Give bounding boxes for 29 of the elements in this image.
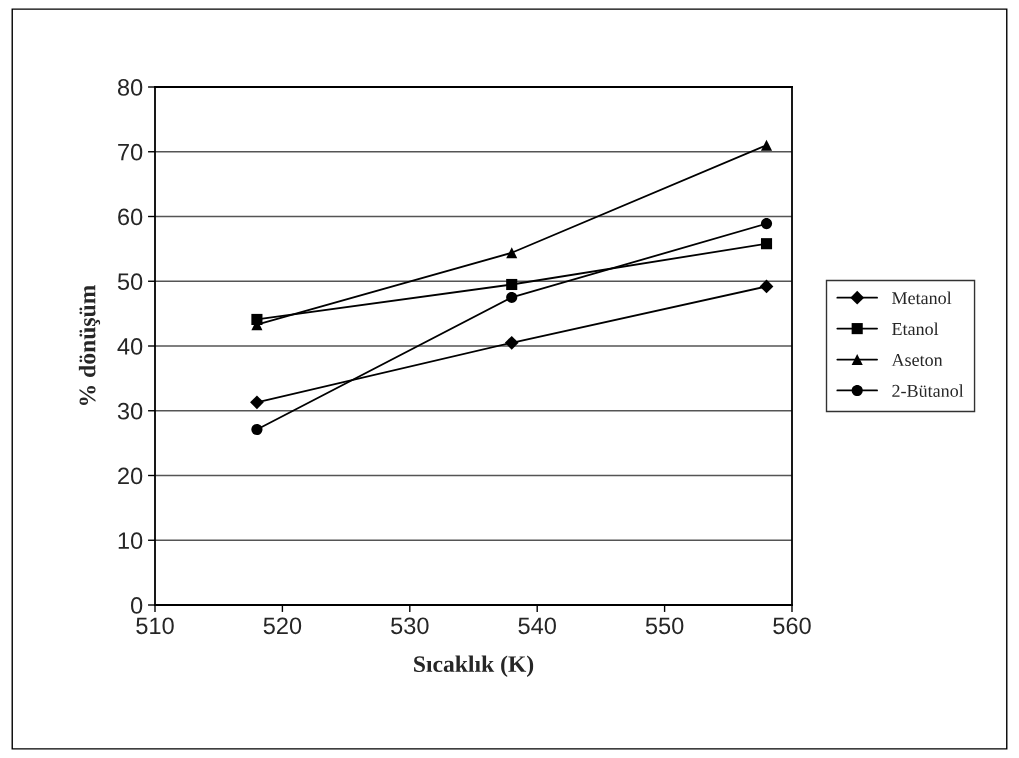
legend-label: Metanol (892, 291, 952, 305)
y-tick-label: 60 (118, 208, 143, 226)
point (760, 139, 773, 151)
y-tick-label: 10 (118, 532, 143, 550)
point (760, 238, 773, 250)
x-tick-label: 560 (773, 617, 811, 635)
point (506, 291, 518, 303)
y-tick-label: 20 (118, 467, 143, 485)
y-tick-label: 80 (117, 79, 143, 96)
legend-label: Etanol (892, 322, 939, 336)
legend-label: 2-Bütanol (892, 384, 964, 397)
x-tick-label: 510 (136, 617, 174, 635)
point (504, 335, 519, 350)
y-tick-label: 40 (117, 338, 143, 355)
y-tick-label: 0 (130, 597, 143, 614)
point (251, 423, 263, 436)
point (506, 278, 518, 291)
x-tick-label: 530 (391, 617, 429, 635)
x-tick-label: 520 (263, 617, 302, 635)
legend-label: Aseton (891, 353, 943, 367)
y-tick-label: 50 (117, 273, 143, 291)
x-tick-label: 550 (645, 617, 684, 635)
point (250, 395, 264, 410)
x-tick-label: 540 (518, 617, 556, 635)
y-tick-label: 70 (118, 143, 143, 161)
y-axis-title: % dönüşüm (78, 285, 101, 405)
x-axis-title: Sıcaklık (K) (414, 655, 534, 677)
point (760, 218, 773, 230)
y-tick-label: 30 (117, 402, 143, 420)
